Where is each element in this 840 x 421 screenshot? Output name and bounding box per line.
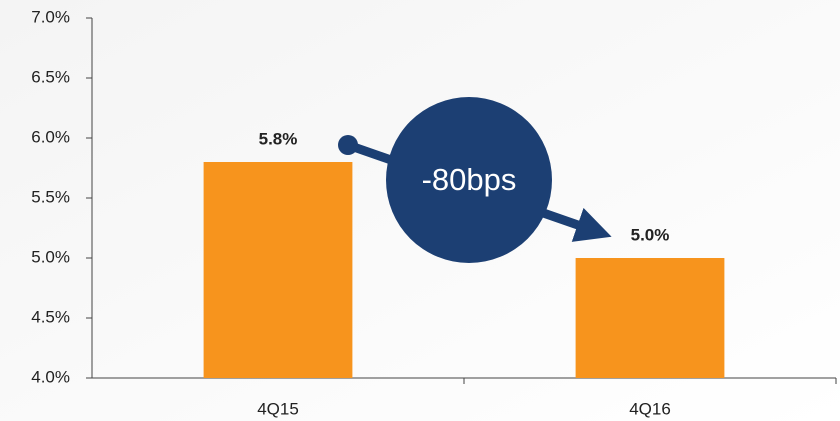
y-tick-label: 5.0% <box>31 247 70 266</box>
annotation-circle <box>386 97 552 263</box>
y-tick-label: 7.0% <box>31 7 70 26</box>
y-tick-label: 6.0% <box>31 127 70 146</box>
bar <box>575 258 725 378</box>
x-tick-label: 4Q16 <box>629 399 671 418</box>
x-tick-label: 4Q15 <box>257 399 299 418</box>
value-label: 5.8% <box>259 129 298 148</box>
y-tick-label: 6.5% <box>31 67 70 86</box>
value-label: 5.0% <box>631 225 670 244</box>
y-tick-label: 4.0% <box>31 367 70 386</box>
y-tick-label: 5.5% <box>31 187 70 206</box>
bar <box>203 162 353 378</box>
annotation-text: -80bps <box>422 162 517 197</box>
y-tick-label: 4.5% <box>31 307 70 326</box>
arrow-dot <box>338 135 358 155</box>
